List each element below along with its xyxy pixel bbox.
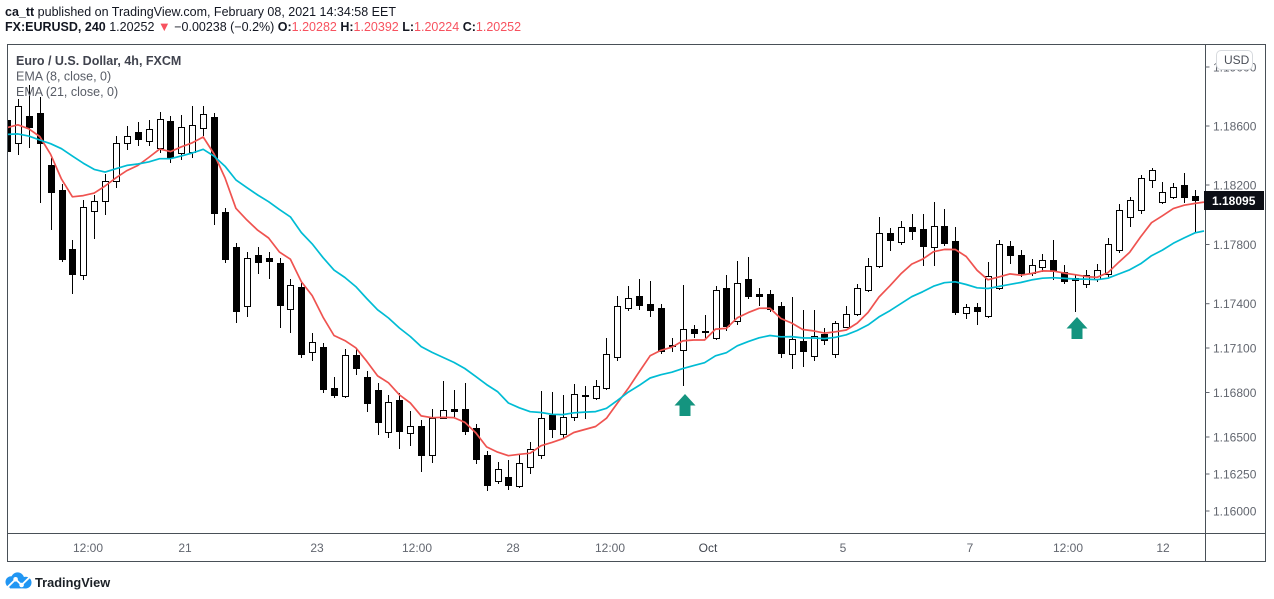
svg-text:12: 12	[1156, 541, 1170, 555]
svg-text:1.17100: 1.17100	[1213, 342, 1257, 356]
svg-text:ca_tt published on TradingView: ca_tt published on TradingView.com, Febr…	[5, 5, 396, 19]
svg-text:1.17400: 1.17400	[1213, 297, 1257, 311]
svg-text:23: 23	[310, 541, 324, 555]
svg-text:28: 28	[506, 541, 520, 555]
svg-text:1.16250: 1.16250	[1213, 468, 1257, 482]
svg-text:5: 5	[840, 541, 847, 555]
svg-text:1.18095: 1.18095	[1212, 194, 1256, 208]
svg-text:1.18200: 1.18200	[1213, 179, 1257, 193]
svg-text:1.16500: 1.16500	[1213, 431, 1257, 445]
svg-text:1.16800: 1.16800	[1213, 386, 1257, 400]
svg-text:1.18600: 1.18600	[1213, 120, 1257, 134]
svg-text:12:00: 12:00	[402, 541, 432, 555]
svg-text:7: 7	[967, 541, 974, 555]
svg-text:21: 21	[178, 541, 192, 555]
svg-text:12:00: 12:00	[595, 541, 625, 555]
svg-text:12:00: 12:00	[1053, 541, 1083, 555]
svg-text:1.16000: 1.16000	[1213, 505, 1257, 519]
svg-text:USD: USD	[1224, 53, 1250, 67]
svg-text:FX:EURUSD, 240 1.20252 ▼ −0.0: FX:EURUSD, 240 1.20252 ▼ −0.00238 (−0.2%…	[5, 19, 521, 34]
svg-text:EMA (21, close, 0): EMA (21, close, 0)	[16, 85, 118, 99]
svg-text:TradingView: TradingView	[35, 575, 110, 590]
svg-text:12:00: 12:00	[73, 541, 103, 555]
svg-text:1.17800: 1.17800	[1213, 238, 1257, 252]
svg-text:Oct: Oct	[699, 541, 718, 555]
svg-text:Euro / U.S. Dollar, 4h, FXCM: Euro / U.S. Dollar, 4h, FXCM	[16, 54, 181, 68]
svg-text:EMA (8, close, 0): EMA (8, close, 0)	[16, 70, 111, 84]
